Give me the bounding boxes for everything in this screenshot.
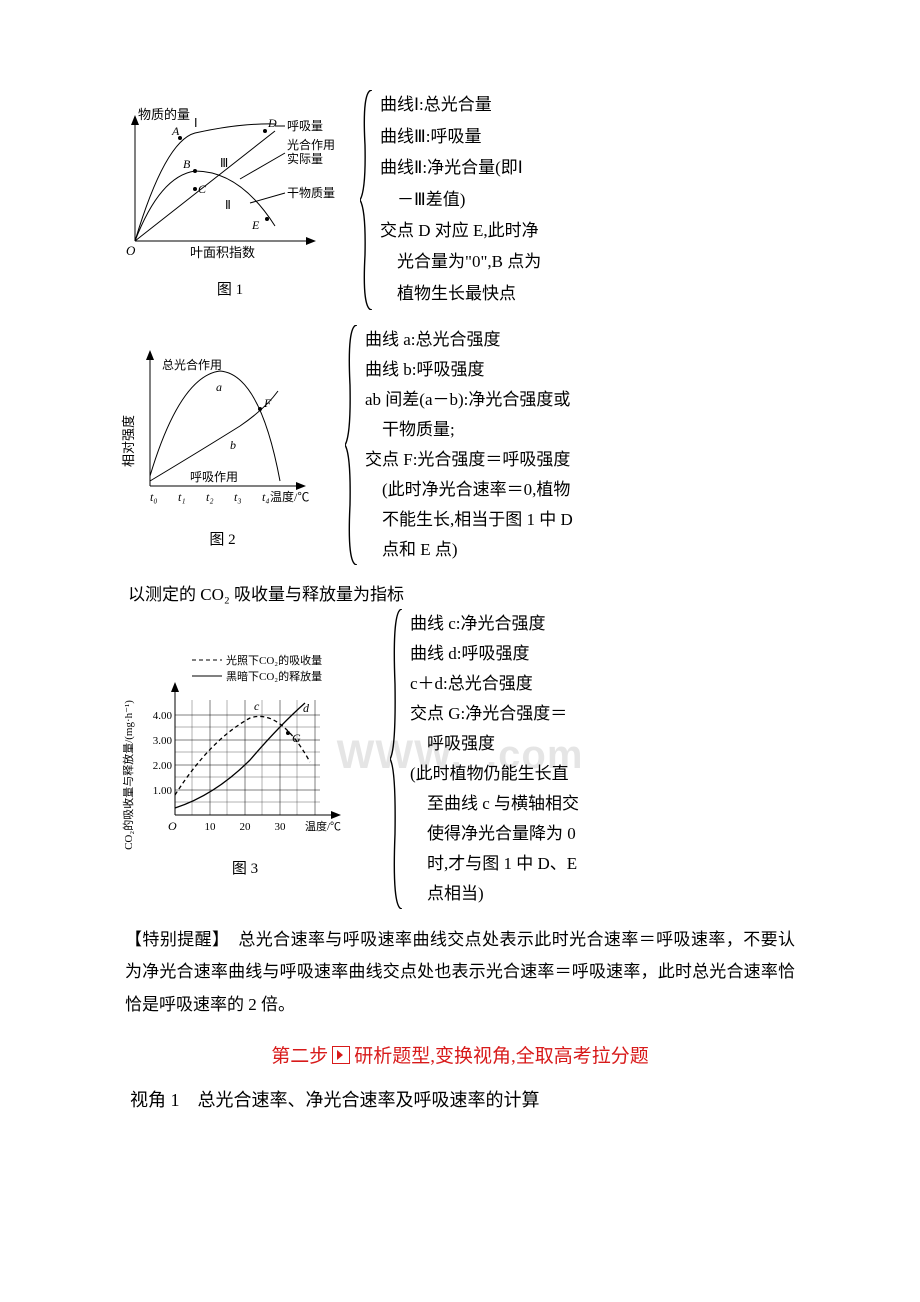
svg-text:A: A <box>171 124 180 138</box>
svg-text:c: c <box>254 699 260 713</box>
step-body: 研析题型,变换视角,全取高考拉分题 <box>354 1046 649 1067</box>
svg-text:Ⅲ: Ⅲ <box>220 156 228 170</box>
section3-intro: 以测定的 CO₂ 吸收量与释放量为指标 <box>120 580 800 605</box>
figure2-row: 相对强度 t₀ t₁ t₂ t₃ t₄ 温度/℃ a 总光合作用 <box>120 325 800 565</box>
svg-text:G: G <box>292 731 301 745</box>
svg-text:4.00: 4.00 <box>153 710 173 722</box>
svg-text:d: d <box>303 701 310 715</box>
svg-text:温度/℃: 温度/℃ <box>270 489 309 504</box>
svg-text:t₀: t₀ <box>150 490 158 504</box>
brace-icon <box>360 90 374 310</box>
step-prefix: 第二步 <box>271 1046 328 1067</box>
figure1-annot-lines: 曲线Ⅰ:总光合量 曲线Ⅲ:呼吸量 曲线Ⅱ:净光合量(即Ⅰ －Ⅲ差值) 交点 D … <box>374 90 541 310</box>
figure1-box: 物质的量 O 叶面积指数 Ⅲ Ⅰ Ⅱ A B C D E 呼吸 <box>120 101 340 299</box>
figure2-annotations: 曲线 a:总光合强度 曲线 b:呼吸强度 ab 间差(a－b):净光合强度或 干… <box>345 325 800 565</box>
special-reminder: 【特别提醒】 总光合速率与呼吸速率曲线交点处表示此时光合速率＝呼吸速率，不要认为… <box>120 924 800 1021</box>
svg-text:t₂: t₂ <box>206 490 214 504</box>
figure3-svg: CO₂的吸收量与释放量/(mg·h⁻¹) 光照下CO₂的吸收量 黑暗下CO₂的释… <box>120 640 370 850</box>
svg-text:30: 30 <box>275 821 287 833</box>
step-heading: 第二步 研析题型,变换视角,全取高考拉分题 <box>120 1041 800 1068</box>
svg-text:温度/℃: 温度/℃ <box>305 819 341 833</box>
figure1-row: 物质的量 O 叶面积指数 Ⅲ Ⅰ Ⅱ A B C D E 呼吸 <box>120 90 800 310</box>
svg-text:呼吸作用: 呼吸作用 <box>190 470 238 484</box>
view-heading: 视角 1 总光合速率、净光合速率及呼吸速率的计算 <box>130 1086 800 1112</box>
figure2-svg: 相对强度 t₀ t₁ t₂ t₃ t₄ 温度/℃ a 总光合作用 <box>120 341 325 521</box>
svg-text:t₃: t₃ <box>234 490 242 504</box>
svg-text:Ⅰ: Ⅰ <box>194 116 198 130</box>
svg-text:光照下CO₂的吸收量: 光照下CO₂的吸收量 <box>226 653 322 667</box>
svg-text:O: O <box>168 819 177 833</box>
svg-text:B: B <box>183 157 191 171</box>
svg-text:C: C <box>198 182 207 196</box>
svg-text:干物质量: 干物质量 <box>287 186 335 200</box>
svg-text:t₄: t₄ <box>262 490 270 504</box>
brace-icon <box>345 325 359 565</box>
figure2-box: 相对强度 t₀ t₁ t₂ t₃ t₄ 温度/℃ a 总光合作用 <box>120 341 325 549</box>
figure1-caption: 图 1 <box>120 278 340 299</box>
fig1-ylabel: 物质的量 <box>138 107 190 122</box>
brace-icon <box>390 609 404 909</box>
figure1-svg: 物质的量 O 叶面积指数 Ⅲ Ⅰ Ⅱ A B C D E 呼吸 <box>120 101 340 271</box>
svg-text:3.00: 3.00 <box>153 735 173 747</box>
tip-head: 【特别提醒】 <box>125 930 221 949</box>
svg-text:a: a <box>216 380 222 394</box>
svg-text:O: O <box>126 243 136 258</box>
svg-text:黑暗下CO₂的释放量: 黑暗下CO₂的释放量 <box>226 669 322 683</box>
svg-text:b: b <box>230 438 236 452</box>
figure3-caption: 图 3 <box>120 857 370 878</box>
svg-text:2.00: 2.00 <box>153 760 173 772</box>
svg-text:Ⅱ: Ⅱ <box>225 198 231 212</box>
svg-text:呼吸量: 呼吸量 <box>287 119 323 133</box>
figure2-annot-lines: 曲线 a:总光合强度 曲线 b:呼吸强度 ab 间差(a－b):净光合强度或 干… <box>359 325 573 565</box>
figure1-annotations: 曲线Ⅰ:总光合量 曲线Ⅲ:呼吸量 曲线Ⅱ:净光合量(即Ⅰ －Ⅲ差值) 交点 D … <box>360 90 800 310</box>
tip-body: 总光合速率与呼吸速率曲线交点处表示此时光合速率＝呼吸速率，不要认为净光合速率曲线… <box>125 930 795 1014</box>
svg-text:1.00: 1.00 <box>153 785 173 797</box>
svg-text:实际量: 实际量 <box>287 151 323 166</box>
svg-text:D: D <box>267 116 277 130</box>
svg-text:总光合作用: 总光合作用 <box>162 357 222 372</box>
svg-text:20: 20 <box>240 821 252 833</box>
svg-text:CO₂的吸收量与释放量/(mg·h⁻¹): CO₂的吸收量与释放量/(mg·h⁻¹) <box>121 700 135 850</box>
svg-text:E: E <box>251 218 260 232</box>
figure3-box: CO₂的吸收量与释放量/(mg·h⁻¹) 光照下CO₂的吸收量 黑暗下CO₂的释… <box>120 640 370 878</box>
figure3-annot-lines: 曲线 c:净光合强度 曲线 d:呼吸强度 c＋d:总光合强度 交点 G:净光合强… <box>404 609 579 909</box>
svg-text:10: 10 <box>205 821 217 833</box>
svg-text:F: F <box>263 396 272 410</box>
svg-text:叶面积指数: 叶面积指数 <box>190 245 255 260</box>
svg-text:t₁: t₁ <box>178 490 186 504</box>
figure3-row: WWW.x.com CO₂的吸收量与释放量/(mg·h⁻¹) 光照下CO₂的吸收… <box>120 609 800 909</box>
page: 物质的量 O 叶面积指数 Ⅲ Ⅰ Ⅱ A B C D E 呼吸 <box>0 0 920 1212</box>
svg-text:光合作用: 光合作用 <box>287 137 335 152</box>
figure3-annotations: 曲线 c:净光合强度 曲线 d:呼吸强度 c＋d:总光合强度 交点 G:净光合强… <box>390 609 800 909</box>
figure2-caption: 图 2 <box>120 528 325 549</box>
svg-text:相对强度: 相对强度 <box>121 415 136 467</box>
arrow-icon <box>332 1046 350 1064</box>
